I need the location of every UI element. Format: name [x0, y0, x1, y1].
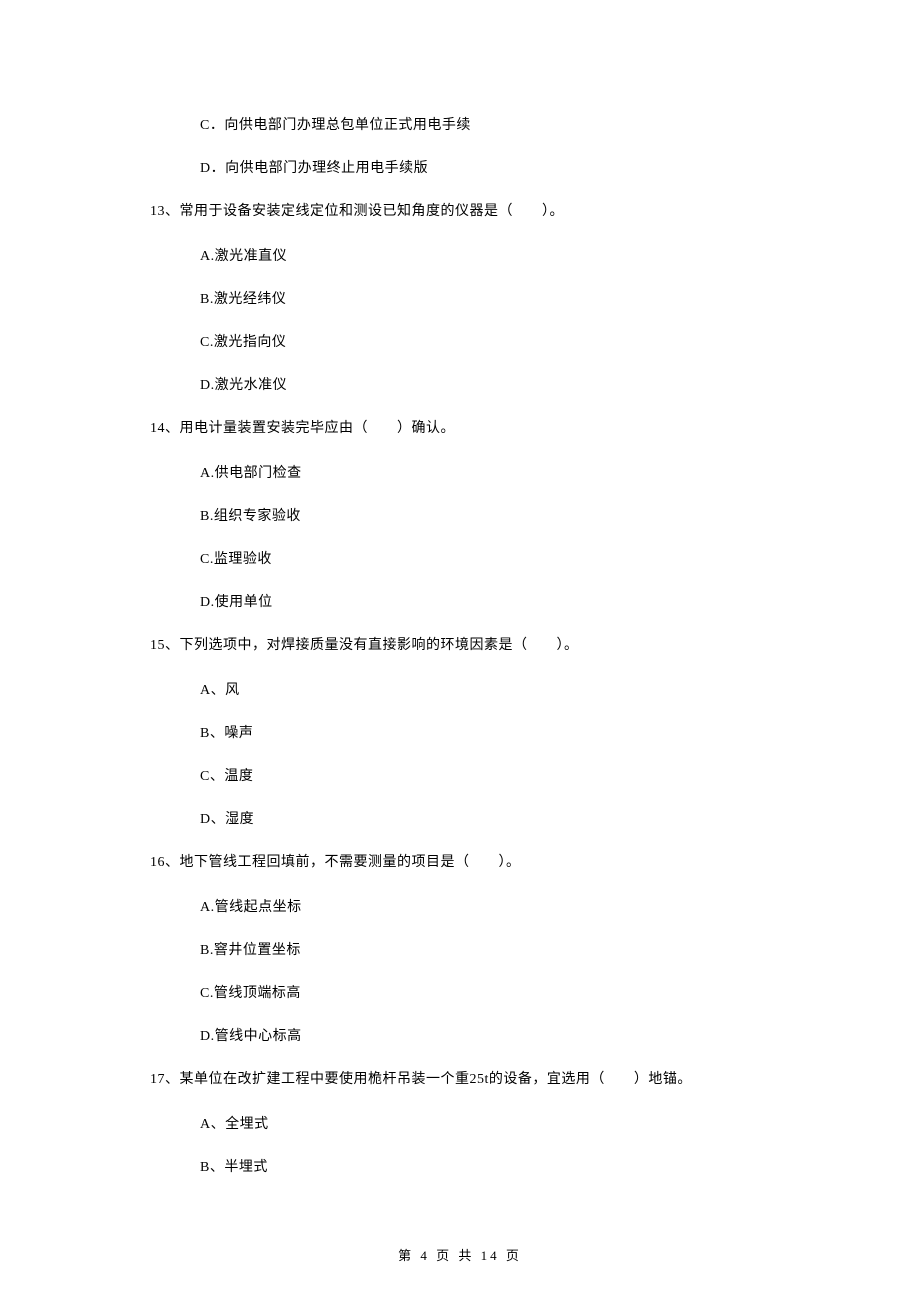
option-17-a: A、全埋式: [200, 1114, 770, 1135]
option-12-d: D．向供电部门办理终止用电手续版: [200, 158, 770, 179]
option-14-a: A.供电部门检查: [200, 463, 770, 484]
option-16-c: C.管线顶端标高: [200, 983, 770, 1004]
option-13-a: A.激光准直仪: [200, 246, 770, 267]
option-13-b: B.激光经纬仪: [200, 289, 770, 310]
option-15-b: B、噪声: [200, 723, 770, 744]
option-16-b: B.窨井位置坐标: [200, 940, 770, 961]
question-17: 17、某单位在改扩建工程中要使用桅杆吊装一个重25t的设备，宜选用（ ）地锚。: [150, 1069, 770, 1090]
option-13-c: C.激光指向仪: [200, 332, 770, 353]
option-15-c: C、温度: [200, 766, 770, 787]
option-15-d: D、湿度: [200, 809, 770, 830]
option-14-d: D.使用单位: [200, 592, 770, 613]
page-footer: 第 4 页 共 14 页: [0, 1245, 920, 1264]
option-14-b: B.组织专家验收: [200, 506, 770, 527]
question-15: 15、下列选项中，对焊接质量没有直接影响的环境因素是（ ）。: [150, 635, 770, 656]
option-15-a: A、风: [200, 680, 770, 701]
question-14: 14、用电计量装置安装完毕应由（ ）确认。: [150, 418, 770, 439]
option-14-c: C.监理验收: [200, 549, 770, 570]
option-16-a: A.管线起点坐标: [200, 897, 770, 918]
option-16-d: D.管线中心标高: [200, 1026, 770, 1047]
question-16: 16、地下管线工程回填前，不需要测量的项目是（ ）。: [150, 852, 770, 873]
question-13: 13、常用于设备安装定线定位和测设已知角度的仪器是（ ）。: [150, 201, 770, 222]
option-13-d: D.激光水准仪: [200, 375, 770, 396]
option-12-c: C．向供电部门办理总包单位正式用电手续: [200, 115, 770, 136]
option-17-b: B、半埋式: [200, 1157, 770, 1178]
